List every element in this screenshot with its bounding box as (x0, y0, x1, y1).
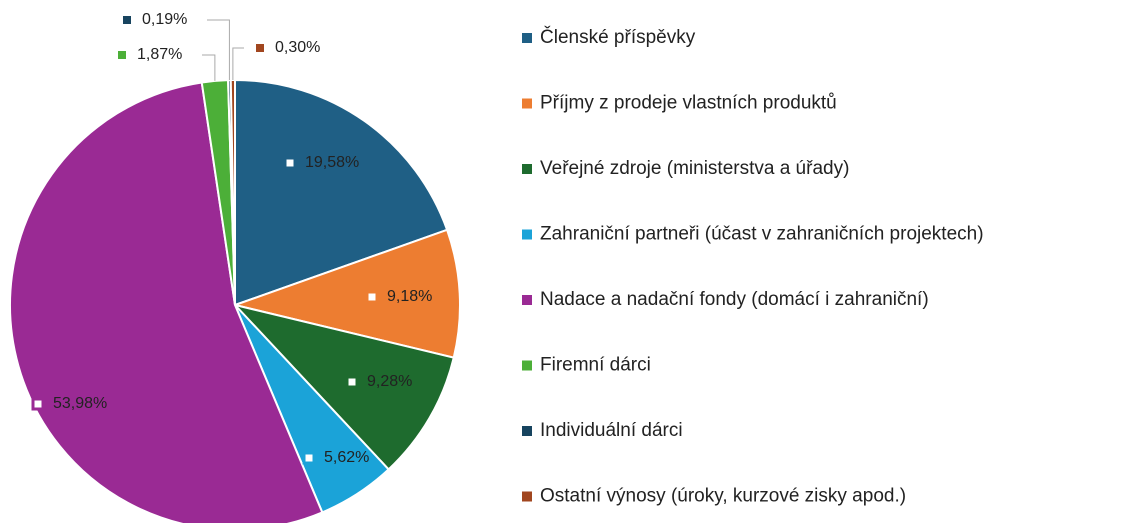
label-marker (365, 290, 379, 304)
data-label: 0,30% (275, 39, 320, 56)
data-label: 19,58% (305, 154, 359, 171)
legend-swatch (522, 98, 532, 109)
legend-swatch (522, 229, 532, 240)
leader-line (232, 47, 244, 81)
data-label: 0,19% (142, 11, 187, 28)
legend-label: Členské příspěvky (540, 26, 696, 48)
leader-line (207, 19, 230, 81)
legend-swatch (522, 426, 532, 436)
data-label: 53,98% (53, 395, 107, 412)
data-label: 9,28% (367, 373, 412, 390)
legend-label: Ostatní výnosy (úroky, kurzové zisky apo… (540, 486, 906, 507)
legend-label: Příjmy z prodeje vlastních produktů (540, 93, 837, 114)
label-marker (118, 51, 126, 59)
pie-slice (231, 228, 461, 359)
label-marker (283, 156, 297, 170)
legend-label: Firemní dárci (540, 355, 651, 376)
label-marker (302, 451, 316, 465)
pie-slice (9, 81, 324, 523)
pie-slice (234, 78, 449, 307)
legend-label: Individuální dárci (540, 420, 683, 441)
legend-swatch (522, 33, 532, 43)
legend-swatch (522, 360, 532, 371)
label-marker (123, 16, 131, 24)
leader-line (202, 54, 216, 81)
legend-swatch (522, 295, 532, 305)
data-label: 9,18% (387, 288, 432, 305)
data-label: 5,62% (324, 449, 369, 466)
pie-slice (229, 78, 236, 306)
legend-label: Nadace a nadační fondy (domácí i zahrani… (540, 289, 929, 310)
legend-label: Zahraniční partneři (účast v zahraničníc… (540, 224, 984, 245)
pie-slice (231, 303, 455, 471)
label-marker (256, 44, 264, 52)
label-marker (31, 397, 45, 411)
legend-swatch (522, 491, 532, 502)
data-label: 1,87% (137, 46, 182, 63)
legend-label: Veřejné zdroje (ministerstva a úřady) (540, 158, 849, 179)
legend-swatch (522, 164, 532, 174)
label-marker (345, 375, 359, 389)
